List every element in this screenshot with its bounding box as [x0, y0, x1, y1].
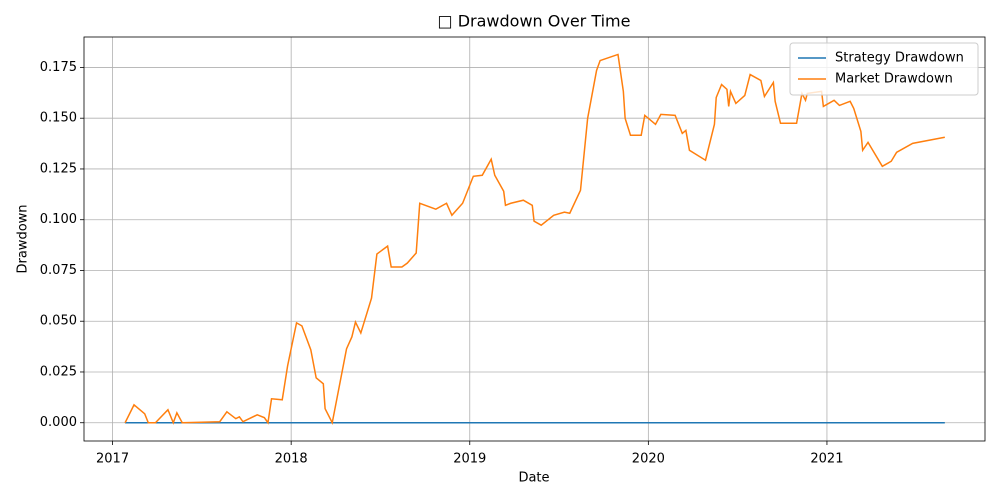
legend-box: [789, 42, 979, 96]
chart-title: □ Drawdown Over Time: [438, 12, 631, 31]
x-tick-label: 2019: [453, 452, 486, 467]
y-tick-label: 0.050: [40, 314, 77, 329]
x-tick-label: 2021: [810, 452, 843, 467]
x-tick-label: 2020: [632, 452, 665, 467]
y-tick-label: 0.100: [40, 212, 77, 227]
y-tick-label: 0.175: [40, 60, 77, 75]
y-axis-label: Drawdown: [16, 204, 31, 273]
x-tick-label: 2017: [96, 452, 129, 467]
y-tick-label: 0.025: [40, 364, 77, 379]
data-line: [124, 53, 945, 426]
legend-label: Strategy Drawdown: [835, 51, 964, 66]
legend-label: Market Drawdown: [835, 72, 953, 87]
y-tick-label: 0.000: [40, 415, 77, 430]
y-tick-label: 0.150: [40, 111, 77, 126]
x-axis-label: Date: [518, 471, 549, 486]
y-tick-label: 0.075: [40, 263, 77, 278]
x-tick-label: 2018: [275, 452, 308, 467]
y-tick-label: 0.125: [40, 161, 77, 176]
plot-frame: [83, 36, 986, 442]
